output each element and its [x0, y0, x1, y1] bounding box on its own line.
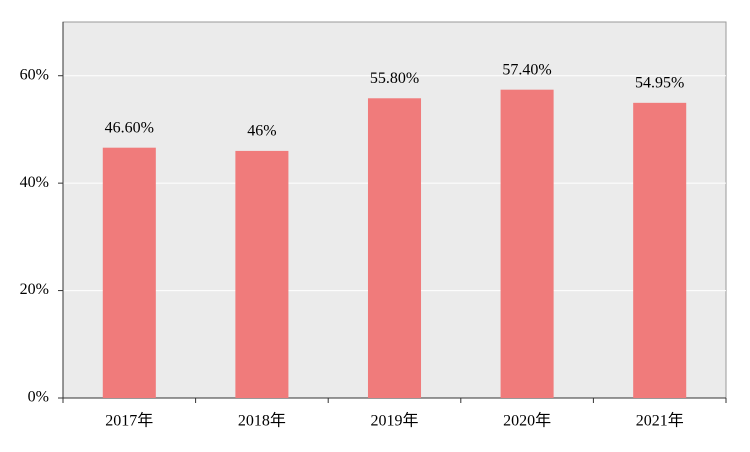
data-label: 46%	[247, 123, 276, 140]
data-label: 57.40%	[502, 61, 551, 78]
x-tick-label: 2018年	[238, 412, 286, 430]
data-label: 55.80%	[370, 70, 419, 87]
bar	[633, 102, 687, 398]
data-label: 46.60%	[105, 119, 154, 136]
x-tick-label: 2020年	[503, 412, 551, 430]
data-label: 54.95%	[635, 75, 684, 92]
y-tick-label: 0%	[28, 389, 49, 406]
y-tick-label: 20%	[20, 281, 49, 298]
bar	[102, 147, 156, 398]
bar	[367, 98, 422, 398]
bar	[500, 89, 554, 399]
bar	[235, 150, 289, 398]
x-tick-label: 2019年	[370, 412, 418, 430]
x-tick-label: 2017年	[105, 412, 153, 430]
y-tick-label: 60%	[20, 66, 49, 83]
x-tick-label: 2021年	[636, 412, 684, 430]
y-tick-label: 40%	[20, 174, 49, 191]
